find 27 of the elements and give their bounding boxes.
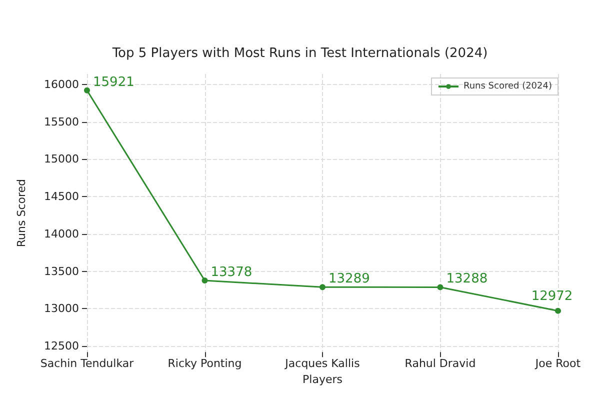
data-label: 13378 — [210, 264, 252, 280]
y-tick-label: 12500 — [44, 340, 79, 353]
point — [202, 277, 208, 284]
point — [320, 284, 326, 290]
point — [437, 284, 444, 290]
point — [555, 308, 561, 314]
y-tick-label: 13000 — [44, 302, 79, 316]
x-tick-label: Rahul Dravid — [404, 357, 476, 370]
y-tick-label: 15500 — [44, 115, 79, 128]
y-axis-title: Runs Scored — [15, 178, 28, 248]
chart-title: Top 5 Players with Most Runs in Test Internationals (2024) — [111, 46, 488, 61]
data-label: 13289 — [328, 272, 370, 287]
y-tick-label: 13500 — [44, 264, 79, 278]
y-tick-label: 14000 — [44, 227, 79, 240]
point — [84, 87, 90, 94]
x-tick-label: Joe Root — [534, 357, 582, 370]
data-label: 15921 — [93, 74, 134, 90]
x-tick-label: Ricky Ponting — [168, 357, 242, 370]
x-axis-title: Players — [302, 373, 343, 386]
y-tick-label: 16000 — [44, 78, 79, 91]
y-tick-label: 15000 — [44, 152, 79, 166]
x-tick-label: Sachin Tendulkar — [40, 357, 134, 370]
x-tick-label: Jacques Kallis — [284, 357, 360, 370]
y-tick-label: 14500 — [44, 190, 79, 204]
legend-label: Runs Scored (2024) — [463, 82, 552, 92]
data-label: 12972 — [531, 288, 573, 304]
data-label: 13288 — [446, 272, 488, 287]
